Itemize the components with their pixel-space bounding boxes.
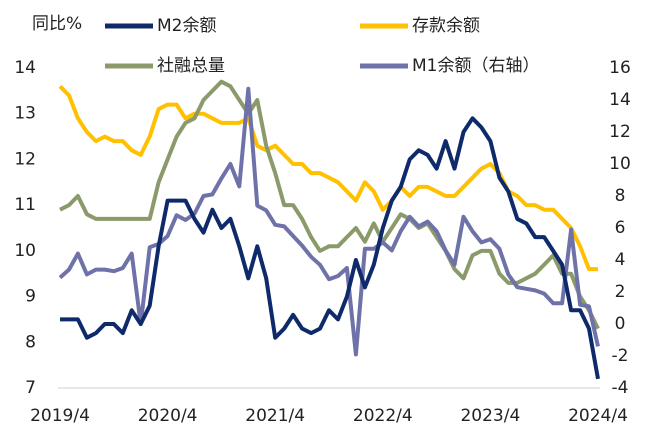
y2-tick-label: 6	[615, 218, 626, 238]
y2-tick-label: 16	[609, 58, 631, 78]
y2-tick-label: 14	[609, 90, 631, 110]
x-tick-label: 2023/4	[460, 406, 520, 426]
series-line	[60, 116, 600, 380]
y2-tick-label: 10	[609, 154, 631, 174]
legend-label: 存款余额	[412, 16, 480, 36]
series-line	[58, 84, 598, 272]
y-tick-label: 10	[14, 241, 36, 261]
y2-tick-label: 2	[615, 282, 626, 302]
y2-tick-label: 12	[609, 122, 631, 142]
x-tick-label: 2019/4	[30, 406, 90, 426]
series-line	[59, 79, 600, 330]
y2-tick-label: 4	[615, 250, 626, 270]
y-tick-label: 9	[25, 287, 36, 307]
y-tick-label: 14	[14, 58, 36, 78]
legend-label: M1余额（右轴）	[412, 56, 539, 76]
y-axis-label: 同比%	[32, 14, 82, 34]
legend-label: M2余额	[157, 16, 216, 36]
y2-tick-label: 8	[615, 186, 626, 206]
y-tick-label: 8	[25, 332, 36, 352]
y-tick-label: 12	[14, 149, 36, 169]
x-tick-label: 2020/4	[138, 406, 198, 426]
y2-tick-label: -2	[612, 346, 629, 366]
x-tick-label: 2024/4	[568, 406, 628, 426]
y-tick-label: 13	[14, 104, 36, 124]
y-tick-label: 11	[14, 195, 36, 215]
y-tick-label: 7	[25, 378, 36, 398]
series-line	[58, 86, 600, 357]
x-tick-label: 2022/4	[353, 406, 413, 426]
x-tick-label: 2021/4	[245, 406, 305, 426]
y2-tick-label: 0	[615, 314, 626, 334]
y2-tick-label: -4	[612, 378, 629, 398]
legend-label: 社融总量	[157, 56, 225, 76]
